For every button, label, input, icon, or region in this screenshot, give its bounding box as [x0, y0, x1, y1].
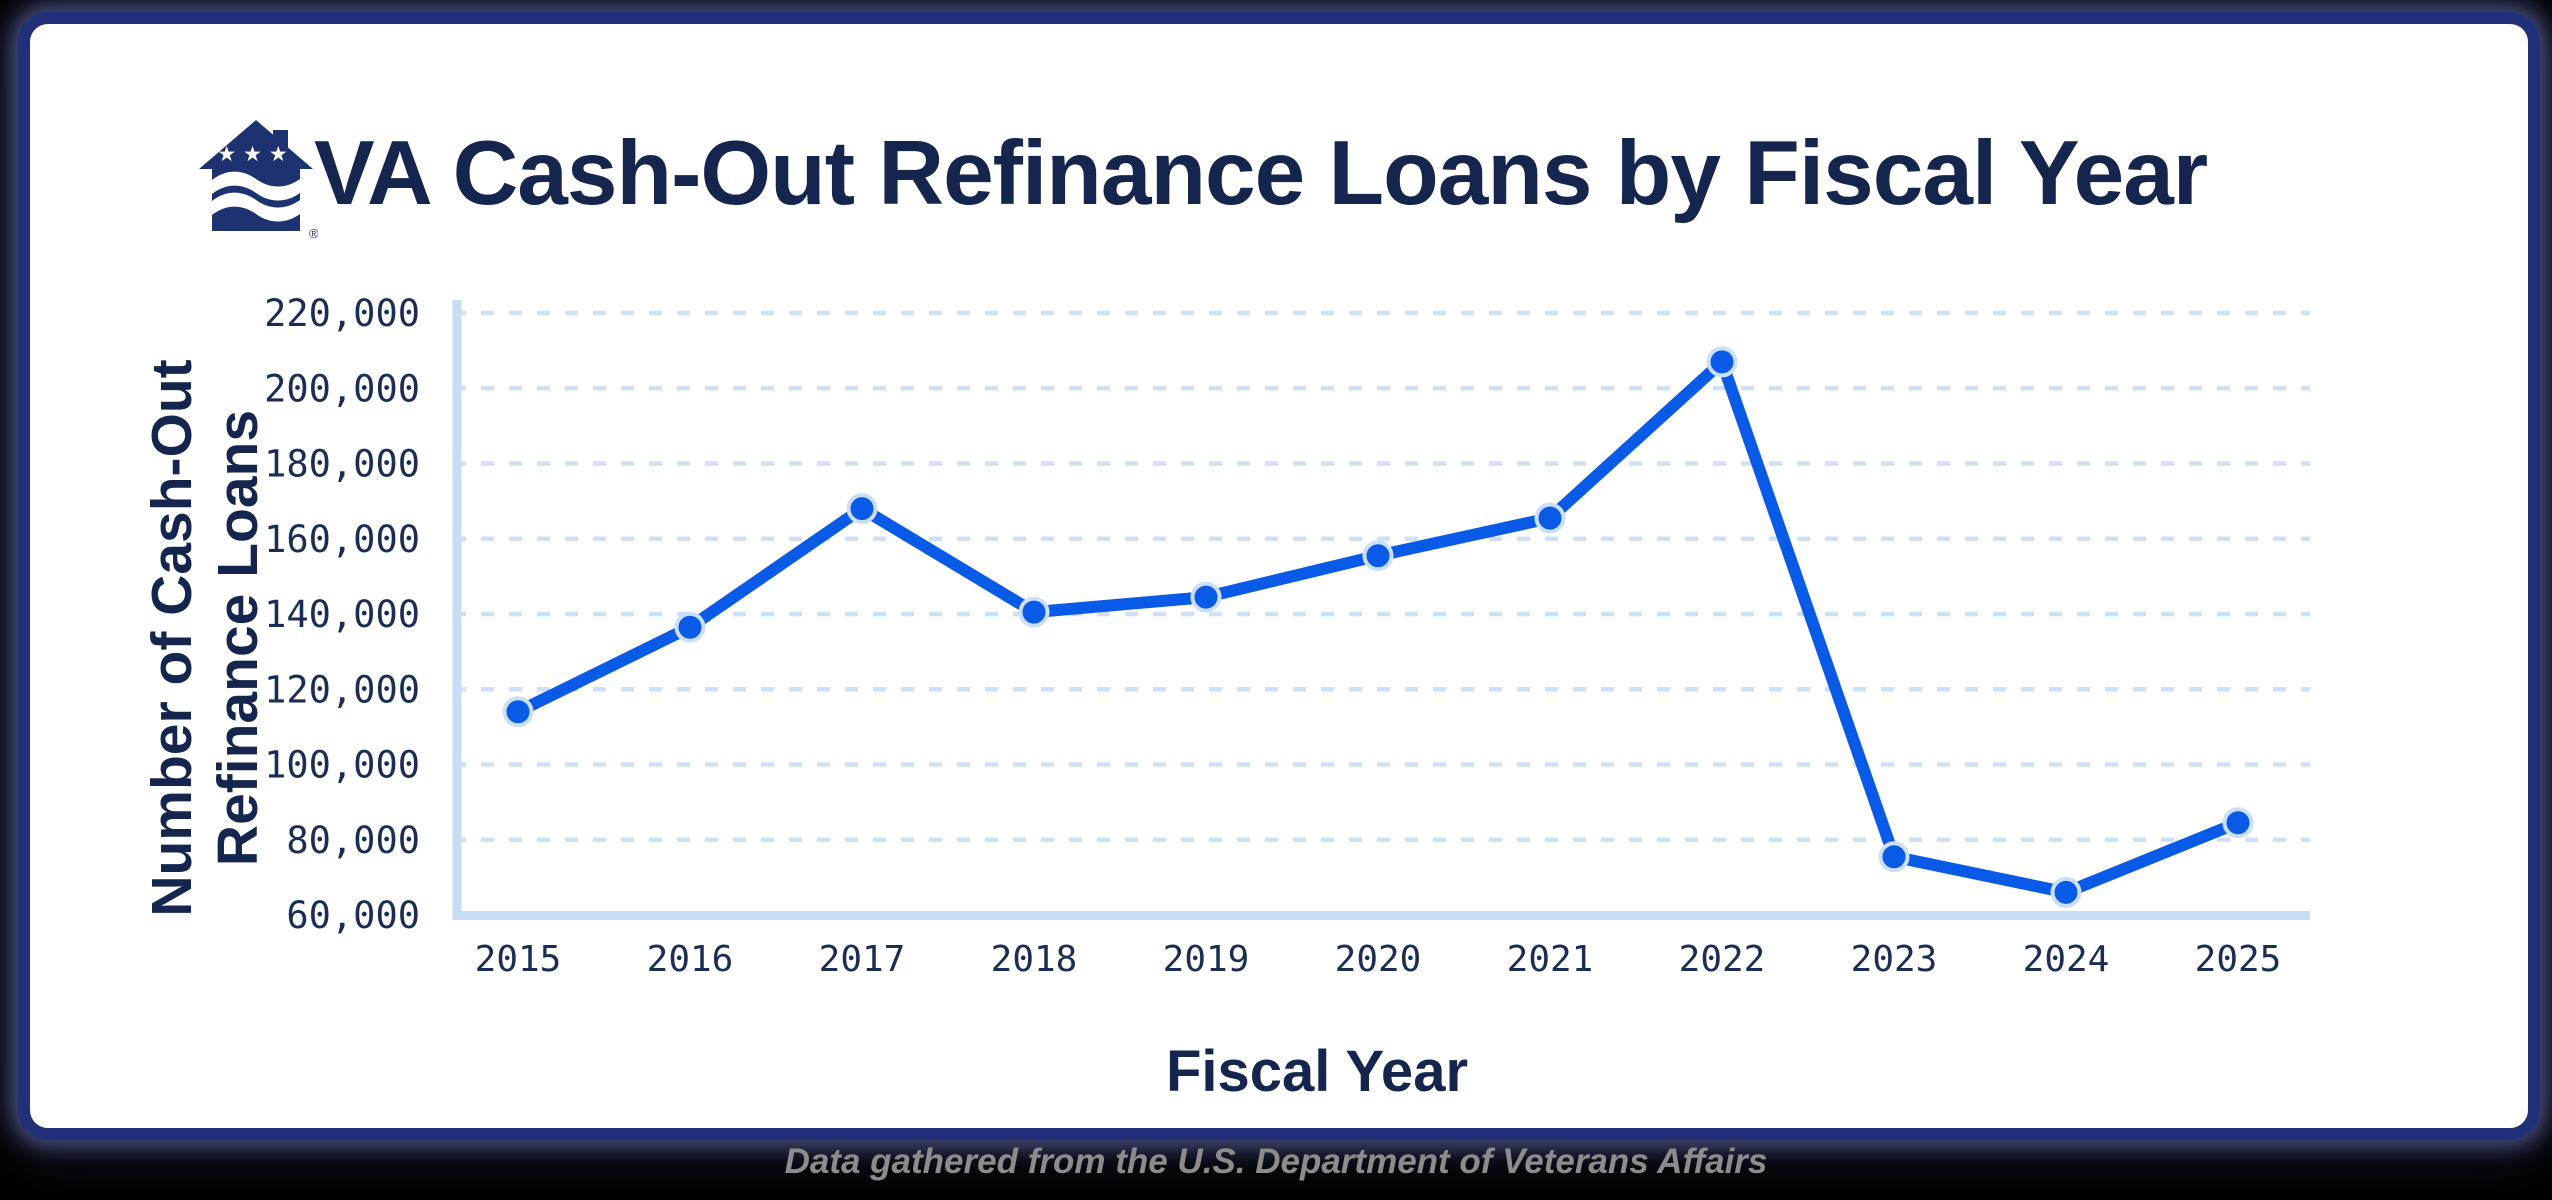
- y-tick-label-120000: 120,000: [264, 668, 420, 711]
- data-point-2022: [1706, 346, 1738, 378]
- y-tick-label-60000: 60,000: [286, 894, 420, 937]
- x-tick-label-2018: 2018: [991, 939, 1078, 980]
- x-tick-label-2015: 2015: [475, 939, 562, 980]
- x-tick-label-2021: 2021: [1507, 939, 1594, 980]
- data-source-note: Data gathered from the U.S. Department o…: [784, 1142, 1768, 1181]
- data-point-2024: [2050, 876, 2082, 908]
- y-tick-label-80000: 80,000: [286, 819, 420, 862]
- x-tick-label-2020: 2020: [1335, 939, 1422, 980]
- x-tick-label-2025: 2025: [2195, 939, 2282, 980]
- logo-registered-mark: ®: [309, 226, 318, 240]
- chart-title: VA Cash-Out Refinance Loans by Fiscal Ye…: [314, 123, 2208, 224]
- x-axis-title: Fiscal Year: [1165, 1039, 1469, 1104]
- x-tick-label-2024: 2024: [2023, 939, 2110, 980]
- y-tick-label-180000: 180,000: [264, 443, 420, 486]
- x-tick-label-2022: 2022: [1679, 939, 1766, 980]
- data-point-2015: [502, 696, 534, 728]
- y-tick-label-220000: 220,000: [264, 292, 420, 335]
- logo-stars: ★★★: [217, 143, 294, 166]
- data-point-2016: [674, 611, 706, 643]
- y-tick-label-140000: 140,000: [264, 593, 420, 636]
- x-tick-label-2023: 2023: [1851, 939, 1938, 980]
- logo-roof: [199, 120, 313, 169]
- logo-wave-bottom: [212, 192, 300, 222]
- veterans-united-logo-icon: ★★★ ®: [199, 120, 318, 240]
- data-point-2021: [1534, 502, 1566, 534]
- logo-wave-top: [212, 171, 300, 201]
- y-tick-label-100000: 100,000: [264, 744, 420, 787]
- data-point-2025: [2222, 807, 2254, 839]
- data-point-2023: [1878, 841, 1910, 873]
- data-point-2019: [1190, 581, 1222, 613]
- chart-card: ★★★ ® VA Cash-Out Refinance Loans by Fis…: [18, 12, 2540, 1140]
- x-tick-label-2017: 2017: [819, 939, 906, 980]
- x-tick-label-2016: 2016: [647, 939, 734, 980]
- x-tick-label-2019: 2019: [1163, 939, 1250, 980]
- y-tick-label-160000: 160,000: [264, 518, 420, 561]
- y-tick-label-200000: 200,000: [264, 367, 420, 410]
- data-point-2018: [1018, 596, 1050, 628]
- data-point-2020: [1362, 540, 1394, 572]
- data-point-2017: [846, 493, 878, 525]
- trend-line: [512, 355, 2244, 899]
